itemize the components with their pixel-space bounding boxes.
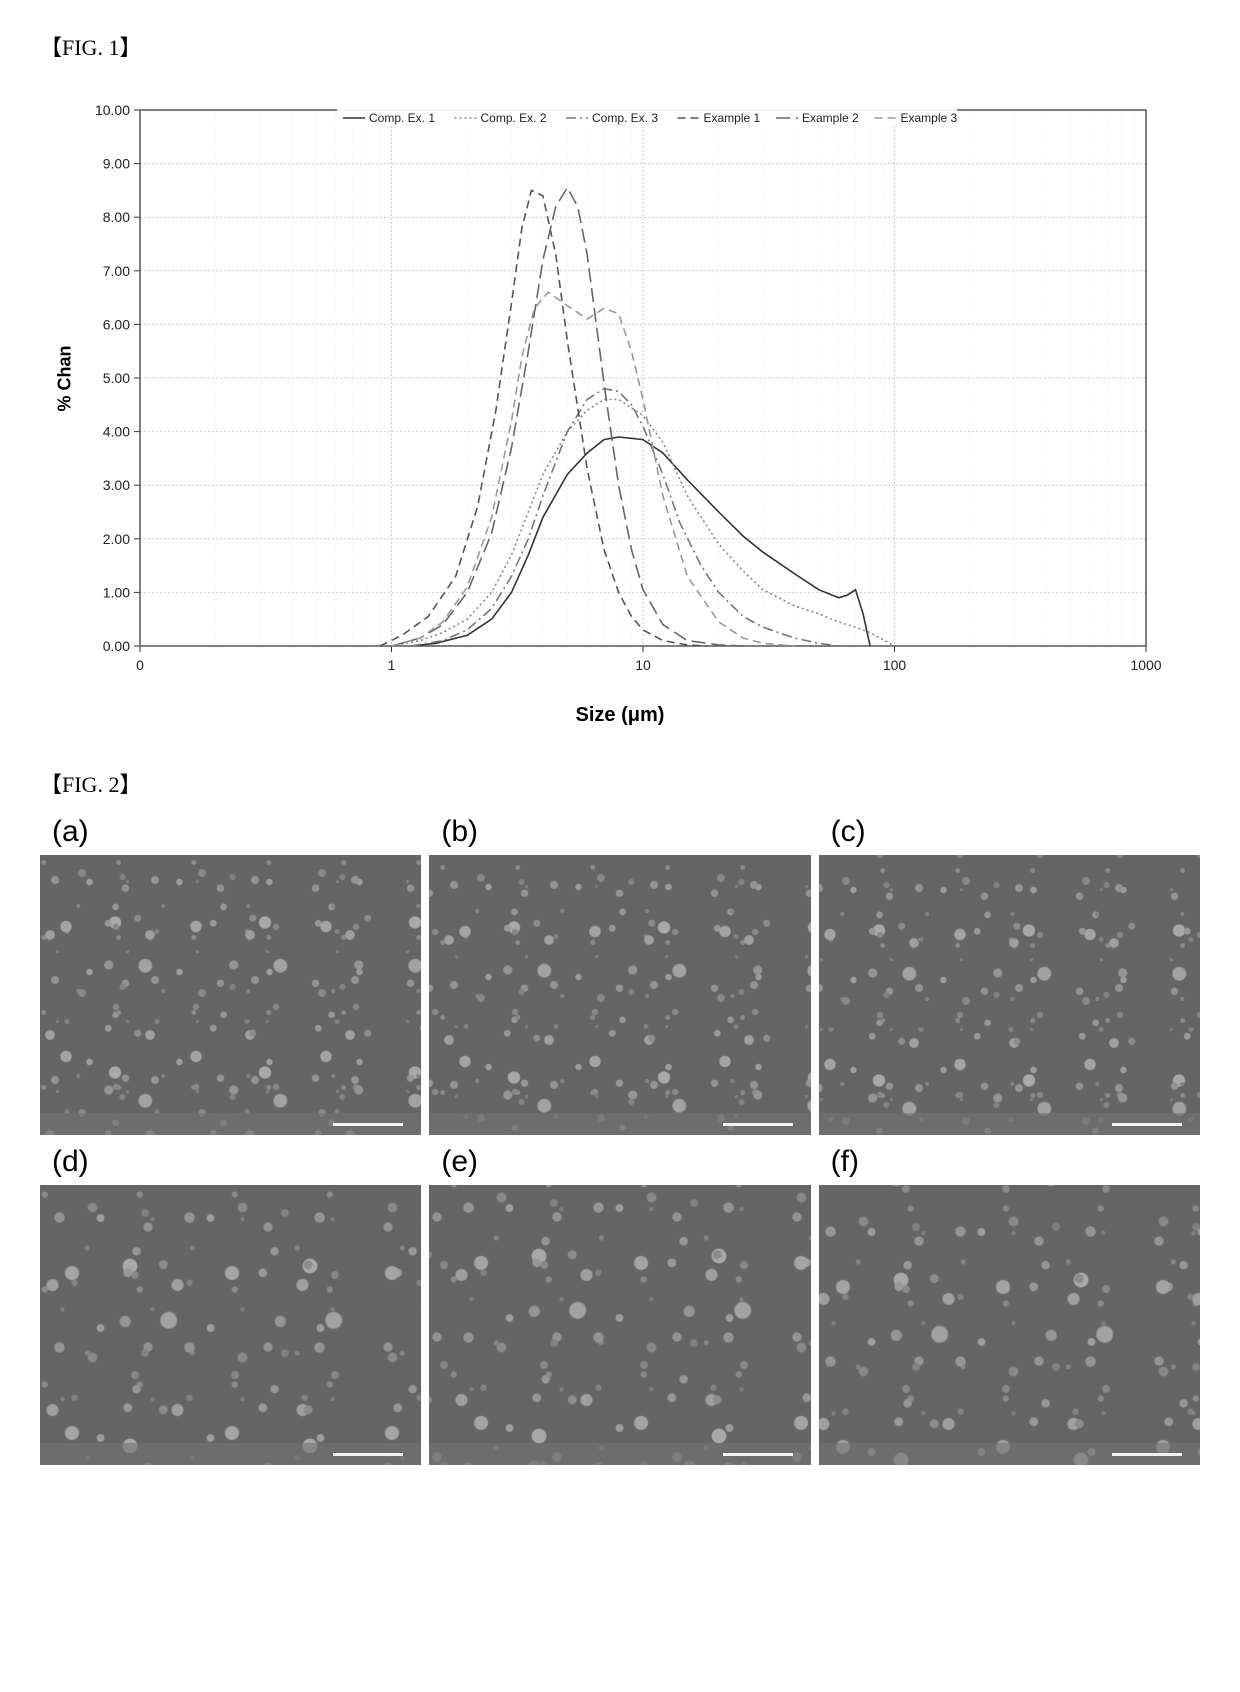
fig2-image-a bbox=[40, 855, 421, 1135]
fig2-image-c bbox=[819, 855, 1200, 1135]
svg-text:10.00: 10.00 bbox=[95, 102, 130, 118]
sem-footer bbox=[429, 1443, 810, 1465]
fig2-panel-label-e: (e) bbox=[441, 1145, 810, 1179]
sem-footer bbox=[40, 1113, 421, 1135]
fig2-cell-c: (c) bbox=[819, 811, 1200, 1135]
svg-text:8.00: 8.00 bbox=[103, 209, 130, 225]
fig2-panel-label-b: (b) bbox=[441, 815, 810, 849]
sem-footer bbox=[40, 1443, 421, 1465]
svg-text:Example 3: Example 3 bbox=[901, 111, 958, 125]
sem-footer bbox=[819, 1443, 1200, 1465]
fig1-xlabel: Size (μm) bbox=[70, 704, 1170, 727]
svg-text:Example 1: Example 1 bbox=[704, 111, 761, 125]
scalebar-icon bbox=[333, 1123, 403, 1126]
svg-text:5.00: 5.00 bbox=[103, 370, 130, 386]
svg-text:2.00: 2.00 bbox=[103, 531, 130, 547]
svg-text:Comp. Ex. 3: Comp. Ex. 3 bbox=[592, 111, 658, 125]
fig1-chart-container: 0 1 10 100 1000 0.00 1.00 2.00 3.00 4.00 5.00 6.00 7… bbox=[70, 74, 1170, 727]
svg-text:Example 2: Example 2 bbox=[802, 111, 859, 125]
svg-text:Comp. Ex. 1: Comp. Ex. 1 bbox=[369, 111, 435, 125]
fig2-panel-label-f: (f) bbox=[831, 1145, 1200, 1179]
fig2-grid: (a) (b) (c) (d) (e) bbox=[40, 811, 1200, 1465]
svg-text:10: 10 bbox=[635, 657, 651, 673]
scalebar-icon bbox=[1112, 1453, 1182, 1456]
fig2-cell-d: (d) bbox=[40, 1141, 421, 1465]
fig2-cell-e: (e) bbox=[429, 1141, 810, 1465]
svg-text:3.00: 3.00 bbox=[103, 477, 130, 493]
svg-text:Comp. Ex. 2: Comp. Ex. 2 bbox=[481, 111, 547, 125]
fig2-cell-f: (f) bbox=[819, 1141, 1200, 1465]
svg-text:0.00: 0.00 bbox=[103, 638, 130, 654]
svg-text:100: 100 bbox=[883, 657, 907, 673]
svg-text:1: 1 bbox=[388, 657, 396, 673]
scalebar-icon bbox=[723, 1453, 793, 1456]
svg-text:6.00: 6.00 bbox=[103, 316, 130, 332]
scalebar-icon bbox=[1112, 1123, 1182, 1126]
fig1-chart: 0 1 10 100 1000 0.00 1.00 2.00 3.00 4.00 5.00 6.00 7… bbox=[70, 74, 1170, 694]
fig1-ylabel: % Chan bbox=[55, 345, 76, 411]
fig2-cell-a: (a) bbox=[40, 811, 421, 1135]
fig2-panel-label-c: (c) bbox=[831, 815, 1200, 849]
scalebar-icon bbox=[333, 1453, 403, 1456]
fig2-row-1: (a) (b) (c) bbox=[40, 811, 1200, 1135]
scalebar-icon bbox=[723, 1123, 793, 1126]
fig2-panel-label-d: (d) bbox=[52, 1145, 421, 1179]
fig1-label: 【FIG. 1】 bbox=[40, 30, 1200, 62]
fig2-panel-label-a: (a) bbox=[52, 815, 421, 849]
svg-text:7.00: 7.00 bbox=[103, 263, 130, 279]
fig2-image-d bbox=[40, 1185, 421, 1465]
fig2-label: 【FIG. 2】 bbox=[40, 767, 1200, 799]
fig2-row-2: (d) (e) (f) bbox=[40, 1141, 1200, 1465]
svg-text:9.00: 9.00 bbox=[103, 156, 130, 172]
fig2-image-f bbox=[819, 1185, 1200, 1465]
fig2-cell-b: (b) bbox=[429, 811, 810, 1135]
svg-text:1000: 1000 bbox=[1130, 657, 1161, 673]
svg-text:1.00: 1.00 bbox=[103, 584, 130, 600]
svg-text:4.00: 4.00 bbox=[103, 424, 130, 440]
sem-footer bbox=[429, 1113, 810, 1135]
fig2-image-e bbox=[429, 1185, 810, 1465]
sem-footer bbox=[819, 1113, 1200, 1135]
svg-text:0: 0 bbox=[136, 657, 144, 673]
fig2-image-b bbox=[429, 855, 810, 1135]
